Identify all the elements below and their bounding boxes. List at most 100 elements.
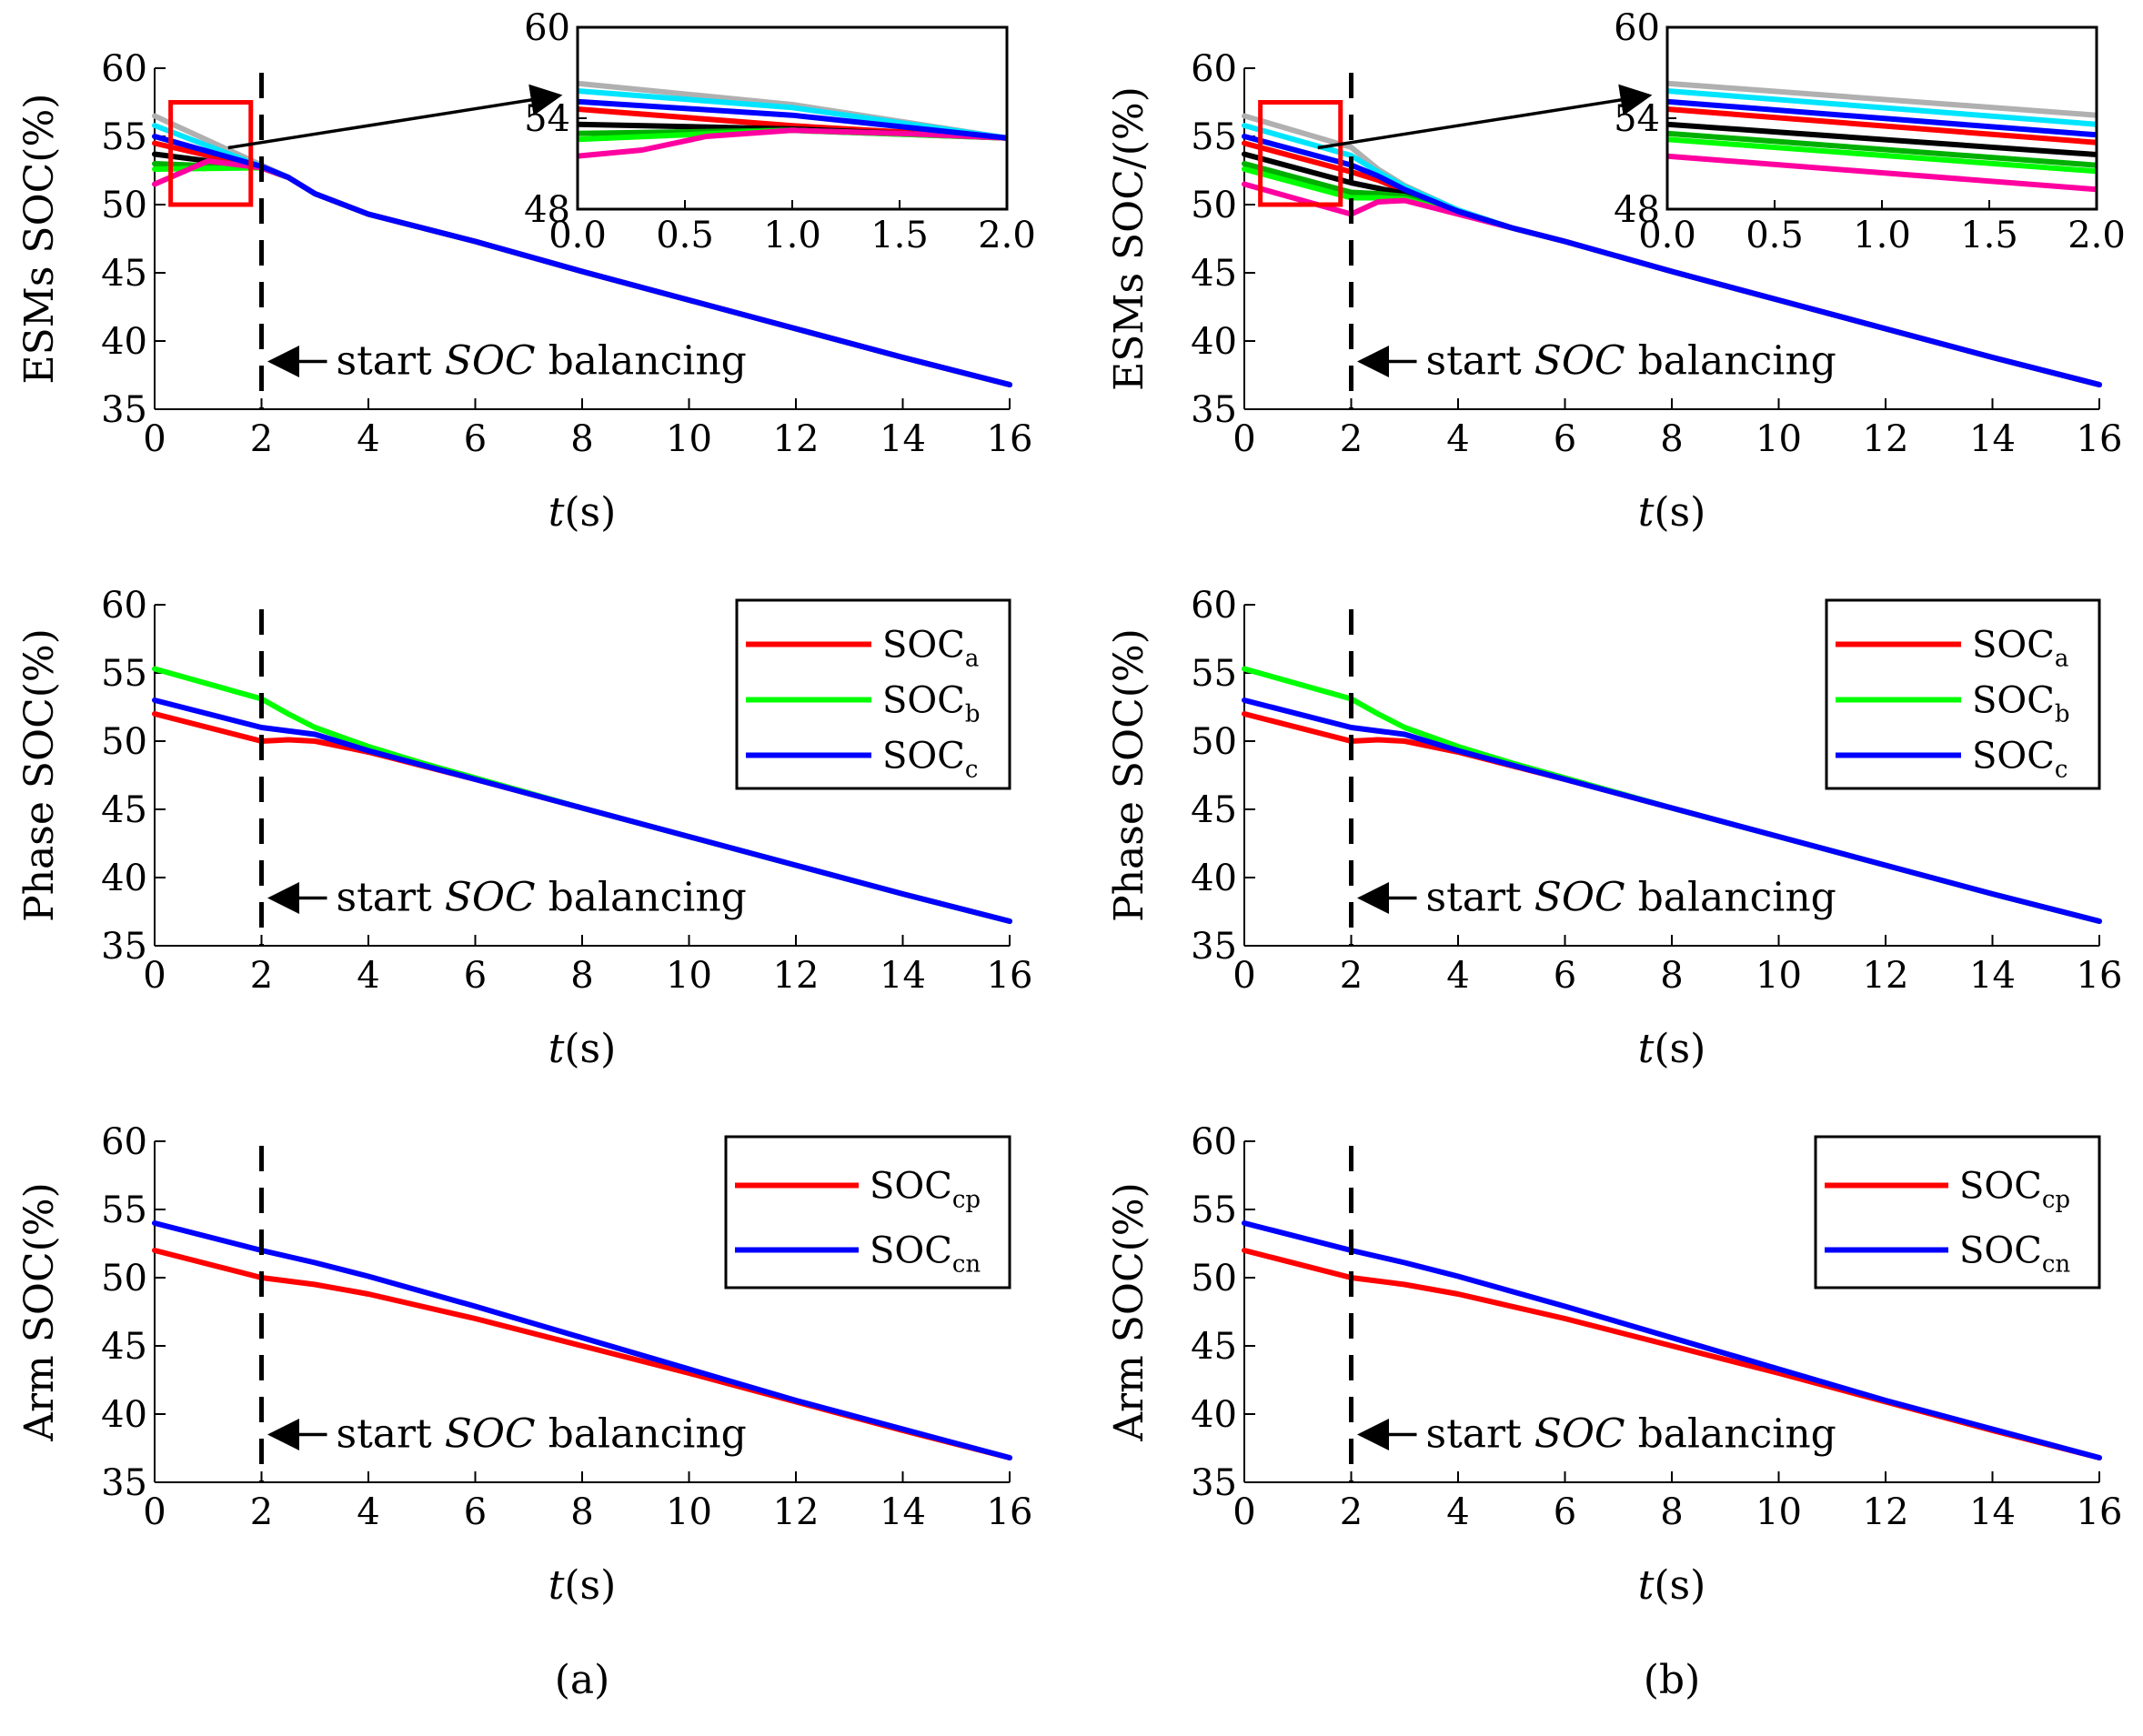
x-tick-label: 14 [1969, 418, 2016, 460]
x-axis-label-var: t [1638, 1562, 1655, 1609]
annotation-text: start SOC balancing [337, 338, 747, 385]
zoom-arrow [1317, 84, 1653, 150]
legend-label: SOCb [1972, 680, 2069, 728]
x-axis-label: t(s) [548, 489, 617, 536]
chart-b-esm: 35 40 45 50 55 60 0 2 4 6 8 10 12 14 16 ESMs SOC/(%) t(s… [1106, 7, 2126, 536]
x-axis-label: t(s) [1638, 1562, 1706, 1609]
inset-x-tick-label: 1.0 [763, 215, 821, 256]
legend-label-subscript: cn [2042, 1251, 2071, 1279]
x-tick-label: 16 [987, 418, 1033, 460]
y-tick-label: 45 [1191, 1326, 1237, 1368]
legend-label-base: SOC [1959, 1230, 2042, 1272]
inset-series-line-7 [577, 127, 1008, 159]
legend-box [1814, 1135, 2101, 1289]
x-tick-label: 14 [880, 1491, 926, 1533]
annotation-text-post: balancing [536, 875, 747, 921]
zoom-box [168, 100, 254, 207]
inset-series-line-1 [1666, 80, 2098, 118]
x-tick-label: 0 [1232, 1491, 1255, 1533]
y-axis-label: Phase SOC(%) [16, 628, 63, 922]
legend-label-subscript: a [2055, 646, 2069, 673]
x-tick-label: 14 [880, 955, 926, 997]
legend-label-base: SOC [882, 680, 965, 722]
y-axis-label: Phase SOC(%) [1106, 628, 1152, 922]
legend-label: SOCcp [870, 1166, 981, 1214]
inset-series-line-4 [1666, 121, 2098, 157]
x-tick-label: 2 [1340, 955, 1363, 997]
x-tick-label: 2 [1340, 418, 1363, 460]
y-tick-label: 55 [1191, 653, 1237, 695]
y-tick-label: 60 [101, 585, 147, 627]
legend-label: SOCcn [1959, 1230, 2070, 1279]
x-tick-label: 12 [1863, 1491, 1909, 1533]
x-tick-label: 4 [1446, 955, 1469, 997]
y-tick-label: 60 [1191, 1121, 1237, 1163]
x-tick-label: 16 [987, 1491, 1033, 1533]
legend-label-base: SOC [882, 625, 965, 667]
x-tick-label: 8 [570, 955, 593, 997]
legend-label-base: SOC [1972, 680, 2055, 722]
legend-label-subscript: b [2055, 701, 2070, 728]
x-tick-label: 12 [1863, 418, 1909, 460]
y-tick-label: 35 [101, 1462, 147, 1504]
annotation-text-pre: start [1426, 1411, 1534, 1458]
inset-x-tick-label: 1.0 [1853, 215, 1911, 256]
annotation-text-italic: SOC [445, 1411, 536, 1458]
y-tick-label: 50 [101, 721, 147, 763]
x-tick-label: 12 [773, 418, 820, 460]
inset-x-tick-label: 0.5 [1746, 215, 1804, 256]
legend-label: SOCa [882, 625, 979, 673]
inset-y-tick-label: 48 [524, 189, 570, 231]
x-tick-label: 12 [773, 955, 820, 997]
x-axis-label-var: t [548, 489, 565, 536]
x-tick-label: 0 [1232, 418, 1255, 460]
legend-label-base: SOC [1959, 1166, 2042, 1208]
annotation-text-italic: SOC [1534, 338, 1625, 385]
annotation-text-pre: start [1426, 875, 1534, 921]
inset-series-line-2 [1666, 88, 2098, 127]
y-tick-label: 45 [101, 789, 147, 831]
legend-label: SOCc [1972, 736, 2068, 784]
y-tick-label: 40 [101, 1394, 147, 1436]
y-tick-label: 35 [101, 389, 147, 431]
x-axis-label-unit: (s) [1654, 1562, 1705, 1609]
chart-b-arm: 35 40 45 50 55 60 0 2 4 6 8 10 12 14 16 Arm SOC(%) t(s) s… [1106, 1121, 2122, 1703]
x-tick-label: 4 [1446, 418, 1469, 460]
x-tick-label: 14 [1969, 1491, 2016, 1533]
annotation-text-post: balancing [1625, 875, 1836, 921]
inset-series-line-6 [1666, 136, 2098, 175]
inset-x-tick-label: 0.0 [1638, 215, 1696, 256]
y-tick-label: 35 [1191, 389, 1237, 431]
y-tick-label: 50 [101, 185, 147, 226]
x-tick-label: 4 [357, 1491, 379, 1533]
x-tick-label: 2 [250, 1491, 273, 1533]
zoom-arrow [227, 84, 563, 150]
x-tick-label: 10 [1756, 418, 1802, 460]
series-line-2 [1242, 1220, 2102, 1460]
legend: SOCcp SOCcn [724, 1135, 1011, 1289]
annotation-text-italic: SOC [1534, 875, 1625, 921]
x-tick-label: 10 [666, 1491, 712, 1533]
inset-x-tick-label: 1.5 [870, 215, 929, 256]
y-tick-label: 50 [1191, 721, 1237, 763]
x-tick-label: 6 [464, 418, 487, 460]
legend-label-subscript: c [965, 757, 979, 784]
legend-label: SOCcn [870, 1230, 981, 1279]
y-axis-label: ESMs SOC/(%) [1106, 86, 1152, 391]
inset-series-line-3 [1666, 106, 2098, 146]
x-tick-label: 16 [2077, 418, 2123, 460]
x-tick-label: 0 [143, 955, 166, 997]
inset-x-tick-label: 2.0 [2068, 215, 2126, 256]
legend: SOCa SOCb SOCc [1825, 598, 2101, 790]
panel-label: (a) [555, 1657, 610, 1703]
x-axis-label: t(s) [548, 1562, 617, 1609]
annotation-text-post: balancing [1625, 338, 1836, 385]
x-axis-label-var: t [548, 1562, 565, 1609]
panel-label: (b) [1644, 1657, 1701, 1703]
x-axis-label-var: t [1638, 1026, 1655, 1072]
x-tick-label: 2 [250, 955, 273, 997]
x-tick-label: 0 [143, 418, 166, 460]
